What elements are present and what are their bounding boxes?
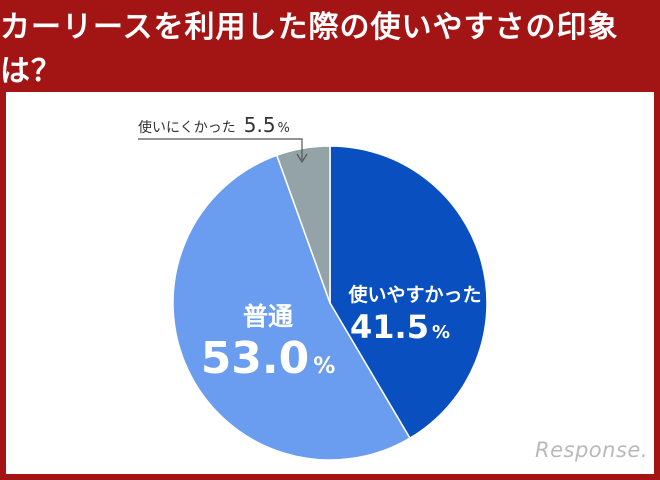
slice-label-hard: 使いにくかった	[138, 119, 236, 136]
slice-value-hard-number: 5.5	[244, 113, 276, 137]
slice-label-normal: 普通	[243, 302, 293, 331]
slice-callout-hard: 使いにくかった 5.5%	[138, 113, 290, 137]
slice-value-easy: 41.5%	[350, 308, 450, 346]
chart-title: カーリースを利用した際の使いやすさの印象は？	[0, 10, 619, 89]
slice-label-easy: 使いやすかった	[347, 284, 481, 306]
pie-slice-easy	[329, 145, 488, 440]
slice-value-normal-number: 53.0	[201, 333, 310, 384]
callout-arrow-icon	[296, 153, 308, 164]
pie-slice-hard	[275, 145, 331, 304]
callout-leader-line	[138, 138, 303, 160]
pie-slice-normal	[172, 154, 411, 461]
slice-value-normal: 53.0%	[201, 333, 336, 384]
title-banner: カーリースを利用した際の使いやすさの印象は？	[0, 0, 660, 92]
watermark-logo: Response.	[535, 438, 648, 462]
slice-value-hard-unit: %	[278, 121, 290, 136]
slice-value-easy-number: 41.5	[350, 308, 429, 346]
pie-slices	[172, 145, 488, 461]
slice-value-normal-unit: %	[313, 354, 335, 379]
slice-value-easy-unit: %	[432, 322, 450, 343]
